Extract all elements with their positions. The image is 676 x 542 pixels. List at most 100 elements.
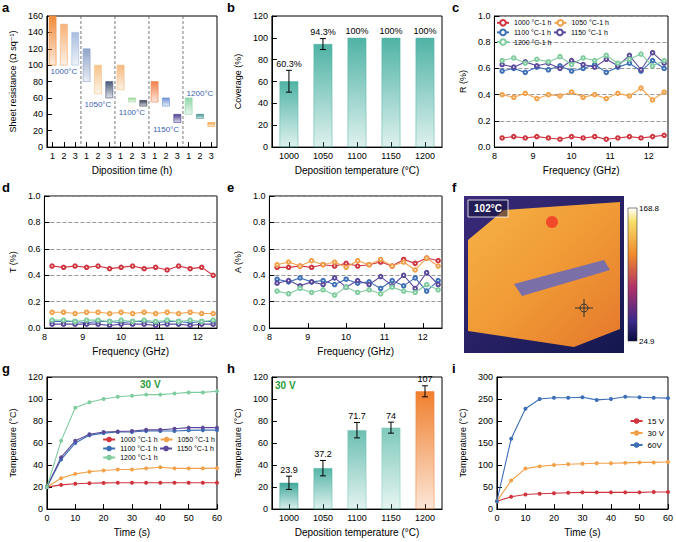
svg-text:a: a	[2, 0, 10, 15]
svg-text:100: 100	[28, 394, 43, 404]
svg-text:1150°C: 1150°C	[153, 125, 179, 134]
svg-text:30 V: 30 V	[140, 379, 161, 390]
svg-text:8: 8	[42, 332, 47, 342]
svg-text:0.8: 0.8	[253, 217, 266, 227]
svg-text:0.0: 0.0	[253, 323, 266, 333]
svg-text:20: 20	[99, 513, 109, 523]
svg-text:40: 40	[258, 460, 268, 470]
svg-text:80: 80	[33, 77, 43, 87]
svg-text:10: 10	[567, 151, 577, 161]
svg-text:2: 2	[197, 151, 202, 161]
svg-text:0.6: 0.6	[478, 63, 491, 73]
svg-text:23.9: 23.9	[280, 465, 298, 475]
svg-text:1: 1	[118, 151, 123, 161]
svg-text:0: 0	[38, 504, 43, 514]
svg-text:2: 2	[129, 151, 134, 161]
svg-text:40: 40	[33, 109, 43, 119]
svg-text:71.7: 71.7	[348, 411, 366, 421]
svg-text:0.6: 0.6	[28, 244, 41, 254]
svg-text:0.2: 0.2	[28, 297, 41, 307]
svg-text:100: 100	[478, 460, 493, 470]
svg-text:60: 60	[33, 438, 43, 448]
svg-text:1.0: 1.0	[253, 191, 266, 201]
svg-text:0.2: 0.2	[253, 297, 266, 307]
svg-text:b: b	[227, 0, 235, 15]
svg-text:60V: 60V	[648, 441, 663, 450]
svg-text:50: 50	[634, 513, 644, 523]
svg-text:9: 9	[305, 332, 310, 342]
svg-text:e: e	[227, 180, 234, 195]
svg-text:Coverage (%): Coverage (%)	[233, 54, 243, 110]
svg-text:100: 100	[253, 394, 268, 404]
svg-text:0: 0	[263, 142, 268, 152]
svg-text:10: 10	[70, 513, 80, 523]
svg-text:20: 20	[258, 120, 268, 130]
svg-text:10: 10	[520, 513, 530, 523]
svg-text:1100 °C-1 h: 1100 °C-1 h	[120, 445, 157, 452]
svg-text:60: 60	[663, 513, 673, 523]
svg-text:1050: 1050	[313, 513, 333, 523]
svg-text:94.3%: 94.3%	[310, 27, 336, 37]
svg-text:1000°C: 1000°C	[51, 67, 78, 76]
svg-text:30: 30	[577, 513, 587, 523]
svg-text:1000: 1000	[279, 151, 299, 161]
svg-text:24.9: 24.9	[639, 337, 655, 346]
svg-text:11: 11	[605, 151, 614, 161]
svg-text:20: 20	[33, 482, 43, 492]
svg-text:A (%): A (%)	[233, 251, 243, 273]
svg-text:Temperature (°C): Temperature (°C)	[233, 408, 243, 477]
svg-text:20: 20	[549, 513, 559, 523]
svg-text:60: 60	[258, 438, 268, 448]
svg-text:3: 3	[73, 151, 78, 161]
svg-text:2: 2	[95, 151, 100, 161]
svg-text:11: 11	[155, 332, 164, 342]
svg-text:0: 0	[494, 513, 499, 523]
svg-text:140: 140	[28, 27, 43, 37]
svg-text:f: f	[452, 180, 457, 195]
svg-text:0.4: 0.4	[28, 270, 41, 280]
svg-text:300: 300	[478, 372, 493, 382]
svg-text:80: 80	[258, 416, 268, 426]
svg-text:50: 50	[483, 482, 493, 492]
svg-text:100: 100	[28, 60, 43, 70]
svg-text:1200: 1200	[415, 151, 435, 161]
svg-text:40: 40	[258, 98, 268, 108]
svg-text:2: 2	[61, 151, 66, 161]
svg-text:12: 12	[418, 332, 428, 342]
svg-text:40: 40	[606, 513, 616, 523]
svg-text:100%: 100%	[345, 26, 368, 36]
svg-text:1: 1	[152, 151, 157, 161]
svg-text:c: c	[452, 0, 459, 15]
svg-text:168.8: 168.8	[639, 204, 660, 213]
svg-text:60: 60	[33, 93, 43, 103]
svg-text:i: i	[452, 361, 456, 376]
svg-text:0.8: 0.8	[478, 37, 491, 47]
svg-text:60: 60	[212, 513, 222, 523]
svg-text:1150 °C-1 h: 1150 °C-1 h	[177, 445, 214, 452]
svg-text:1050 °C-1 h: 1050 °C-1 h	[571, 19, 609, 26]
svg-text:Deposition temperature (°C): Deposition temperature (°C)	[295, 527, 420, 538]
svg-text:1100 °C-1 h: 1100 °C-1 h	[514, 29, 551, 36]
svg-text:20: 20	[258, 482, 268, 492]
svg-text:1050: 1050	[313, 151, 333, 161]
svg-text:T (%): T (%)	[8, 251, 18, 273]
svg-text:3: 3	[175, 151, 180, 161]
svg-text:1150: 1150	[381, 513, 400, 523]
svg-text:1: 1	[50, 151, 55, 161]
svg-text:0.6: 0.6	[253, 244, 266, 254]
svg-text:20: 20	[33, 126, 43, 136]
svg-text:0: 0	[263, 504, 268, 514]
svg-text:200: 200	[478, 416, 493, 426]
svg-text:1: 1	[186, 151, 191, 161]
svg-text:12: 12	[644, 151, 654, 161]
svg-text:150: 150	[478, 438, 493, 448]
svg-text:0.8: 0.8	[28, 217, 41, 227]
svg-text:Frequency (GHz): Frequency (GHz)	[317, 346, 394, 357]
svg-text:10: 10	[341, 332, 351, 342]
svg-text:Frequency (GHz): Frequency (GHz)	[92, 346, 169, 357]
svg-text:40: 40	[155, 513, 165, 523]
svg-text:1050 °C-1 h: 1050 °C-1 h	[178, 436, 216, 443]
svg-text:37.2: 37.2	[314, 449, 332, 459]
svg-text:Time (s): Time (s)	[564, 527, 600, 538]
svg-text:30: 30	[127, 513, 137, 523]
